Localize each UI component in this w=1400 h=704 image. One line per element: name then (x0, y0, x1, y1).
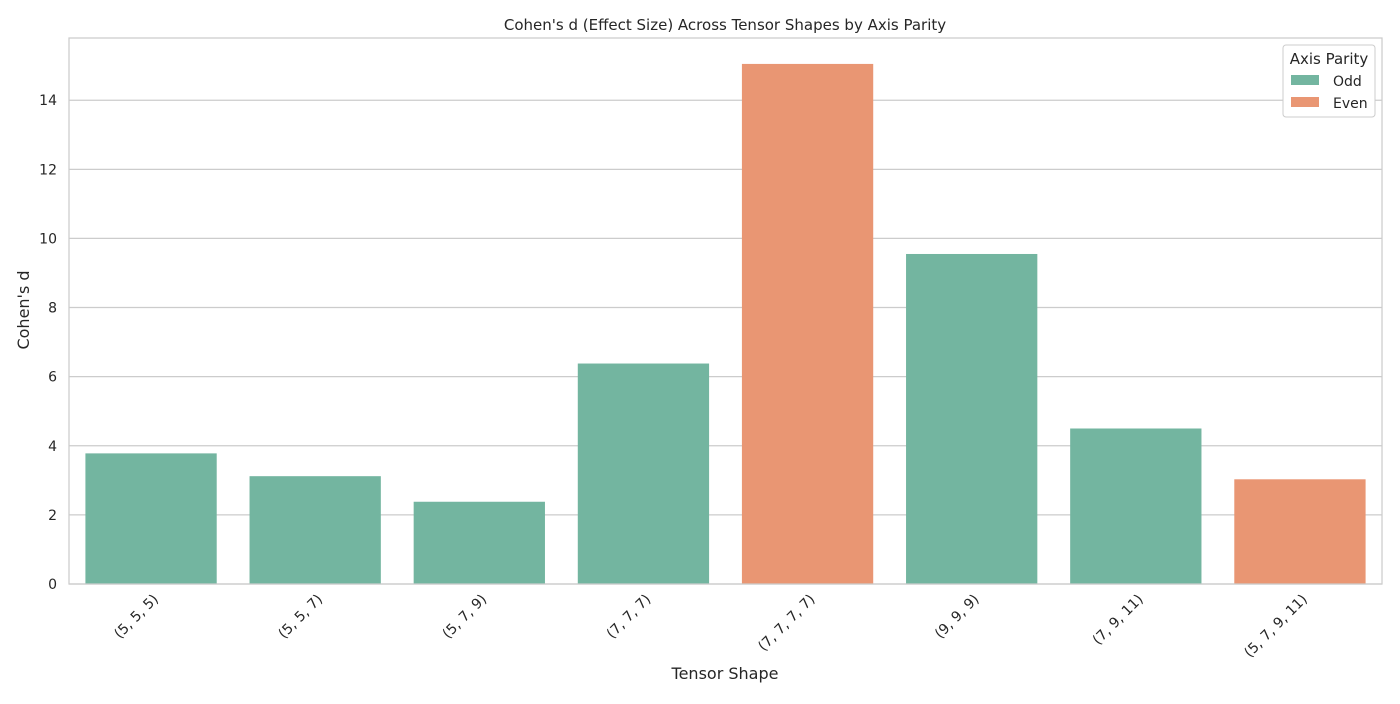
y-tick-label: 12 (39, 162, 57, 178)
x-tick-label: (7, 7, 7) (604, 592, 655, 643)
bar (741, 63, 874, 584)
y-tick-labels: 0 2 4 6 8 10 12 14 (39, 93, 57, 593)
legend-title: Axis Parity (1290, 50, 1369, 68)
y-tick-label: 14 (39, 93, 57, 109)
y-tick-label: 4 (48, 439, 57, 455)
y-tick-label: 6 (48, 370, 57, 386)
bar (249, 476, 381, 584)
bar (1070, 428, 1202, 584)
plot-frame (68, 37, 1383, 585)
x-tick-label: (5, 7, 9, 11) (1241, 592, 1310, 661)
legend-label-even: Even (1333, 96, 1368, 112)
bar (1234, 479, 1366, 584)
x-tick-label: (9, 9, 9) (932, 592, 983, 643)
x-tick-label: (7, 9, 11) (1090, 592, 1147, 649)
bar (906, 253, 1038, 584)
x-tick-labels: (5, 5, 5) (5, 5, 7) (5, 7, 9) (7, 7, 7) (7, … (111, 592, 1310, 661)
x-tick-label: (5, 5, 7) (275, 592, 326, 643)
y-axis-label: Cohen's d (14, 270, 33, 349)
y-tick-label: 0 (48, 577, 57, 593)
legend-swatch-even (1291, 97, 1319, 107)
x-tick-label: (5, 5, 5) (111, 592, 162, 643)
bar (85, 453, 217, 584)
bar (413, 501, 545, 584)
legend-swatch-odd (1291, 75, 1319, 85)
bars (85, 63, 1366, 584)
chart-title: Cohen's d (Effect Size) Across Tensor Sh… (504, 16, 946, 34)
y-tick-label: 8 (48, 301, 57, 317)
y-tick-label: 2 (48, 508, 57, 524)
x-tick-label: (7, 7, 7, 7) (755, 592, 818, 655)
bar (577, 363, 710, 584)
x-tick-label: (5, 7, 9) (440, 592, 491, 643)
x-axis-label: Tensor Shape (671, 664, 779, 683)
y-tick-label: 10 (39, 231, 57, 247)
legend-label-odd: Odd (1333, 74, 1362, 90)
legend: Axis Parity Odd Even (1282, 44, 1376, 118)
